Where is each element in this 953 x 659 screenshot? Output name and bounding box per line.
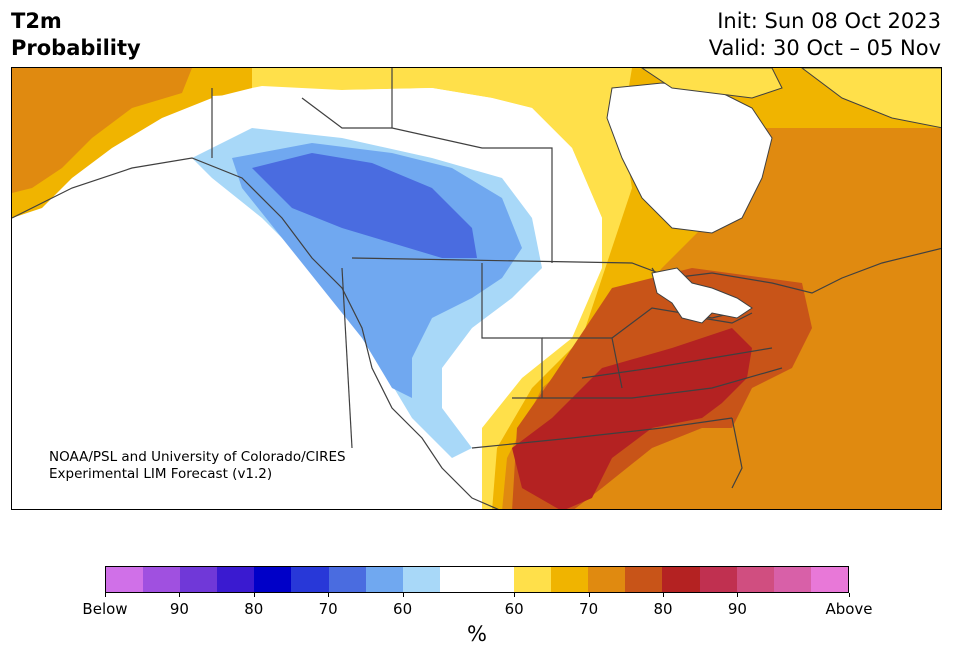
warm-zone-90 <box>512 328 752 509</box>
colorbar <box>105 566 849 593</box>
colorbar-tick-label: 60 <box>504 600 524 618</box>
map-title: T2m Probability <box>11 8 141 62</box>
cool-zone-80 <box>252 153 477 258</box>
colorbar-tick-mark <box>328 593 330 597</box>
colorbar-swatch <box>551 567 589 592</box>
colorbar-swatch <box>699 567 737 592</box>
colorbar-swatch <box>662 567 700 592</box>
colorbar-tick-label: 80 <box>653 600 673 618</box>
colorbar-tick-mark <box>588 593 590 597</box>
colorbar-tick-label: 60 <box>393 600 413 618</box>
colorbar-tick-mark <box>105 593 106 597</box>
credit-line-1: NOAA/PSL and University of Colorado/CIRE… <box>49 449 346 465</box>
credit-line-2: Experimental LIM Forecast (v1.2) <box>49 466 273 482</box>
title-line-2: Probability <box>11 36 141 60</box>
colorbar-tick-mark <box>663 593 664 597</box>
forecast-map <box>11 67 942 510</box>
colorbar-swatch <box>365 567 403 592</box>
colorbar-swatch <box>476 567 515 592</box>
valid-dates: Valid: 30 Oct – 05 Nov <box>708 36 941 60</box>
colorbar-tick-mark <box>253 593 255 597</box>
colorbar-tick-mark <box>737 593 739 597</box>
north-america-map <box>12 68 941 509</box>
colorbar-tick-label: 90 <box>169 600 189 618</box>
colorbar-tick-mark <box>514 593 516 597</box>
political-borders <box>12 68 941 509</box>
colorbar-swatch <box>773 567 811 592</box>
colorbar-swatch <box>143 567 181 592</box>
colorbar-tick-mark <box>849 593 850 597</box>
colorbar-swatch <box>736 567 774 592</box>
colorbar-swatch <box>217 567 255 592</box>
colorbar-swatch <box>106 567 144 592</box>
colorbar-tick-label: 90 <box>727 600 747 618</box>
colorbar-swatch <box>514 567 552 592</box>
colorbar-swatch <box>180 567 218 592</box>
init-date: Init: Sun 08 Oct 2023 <box>717 9 941 33</box>
forecast-dates: Init: Sun 08 Oct 2023 Valid: 30 Oct – 05… <box>709 8 941 62</box>
colorbar-swatch <box>328 567 366 592</box>
colorbar-swatch <box>402 567 440 592</box>
colorbar-tick-label: Below <box>82 600 128 618</box>
colorbar-tick-mark <box>179 593 181 597</box>
colorbar-tick-label: Above <box>825 600 873 618</box>
colorbar-swatch <box>588 567 626 592</box>
data-credit: NOAA/PSL and University of Colorado/CIRE… <box>49 449 346 483</box>
colorbar-tick-label: 70 <box>579 600 599 618</box>
colorbar-tick-mark <box>402 593 404 597</box>
title-line-1: T2m <box>11 9 62 33</box>
arctic-islands <box>641 68 941 129</box>
colorbar-unit: % <box>467 622 487 646</box>
colorbar-tick-label: 80 <box>244 600 264 618</box>
colorbar-swatch <box>291 567 329 592</box>
great-lakes <box>651 267 753 324</box>
colorbar-swatch <box>439 567 477 592</box>
colorbar-swatch <box>810 567 848 592</box>
colorbar-tick-label: 70 <box>318 600 338 618</box>
colorbar-swatch <box>254 567 292 592</box>
colorbar-swatch <box>625 567 663 592</box>
